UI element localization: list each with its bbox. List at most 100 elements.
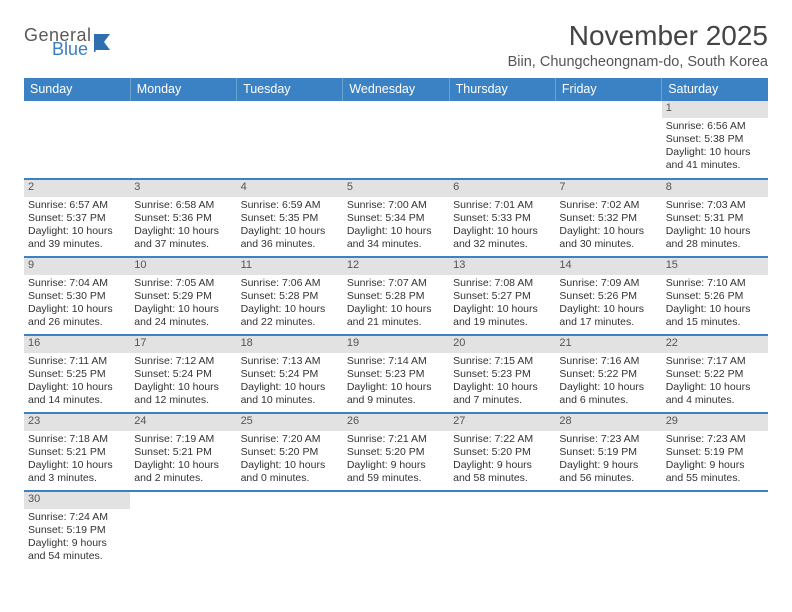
sunrise-line: Sunrise: 7:22 AM bbox=[453, 433, 551, 446]
daylight-line: Daylight: 10 hours and 34 minutes. bbox=[347, 225, 445, 251]
calendar-row: 9Sunrise: 7:04 AMSunset: 5:30 PMDaylight… bbox=[24, 257, 768, 335]
calendar-cell: 29Sunrise: 7:23 AMSunset: 5:19 PMDayligh… bbox=[662, 413, 768, 491]
sunrise-line: Sunrise: 7:23 AM bbox=[559, 433, 657, 446]
daylight-line: Daylight: 10 hours and 36 minutes. bbox=[241, 225, 339, 251]
calendar-cell: 15Sunrise: 7:10 AMSunset: 5:26 PMDayligh… bbox=[662, 257, 768, 335]
calendar-cell: 7Sunrise: 7:02 AMSunset: 5:32 PMDaylight… bbox=[555, 179, 661, 257]
sunrise-line: Sunrise: 7:07 AM bbox=[347, 277, 445, 290]
sunset-line: Sunset: 5:28 PM bbox=[241, 290, 339, 303]
day-number: 9 bbox=[24, 258, 130, 275]
sunrise-line: Sunrise: 7:09 AM bbox=[559, 277, 657, 290]
calendar-row: 2Sunrise: 6:57 AMSunset: 5:37 PMDaylight… bbox=[24, 179, 768, 257]
flag-icon bbox=[94, 32, 120, 52]
calendar-cell: 9Sunrise: 7:04 AMSunset: 5:30 PMDaylight… bbox=[24, 257, 130, 335]
sunset-line: Sunset: 5:33 PM bbox=[453, 212, 551, 225]
sunset-line: Sunset: 5:25 PM bbox=[28, 368, 126, 381]
calendar-cell: 5Sunrise: 7:00 AMSunset: 5:34 PMDaylight… bbox=[343, 179, 449, 257]
weekday-header: Saturday bbox=[662, 78, 768, 101]
calendar-cell: 2Sunrise: 6:57 AMSunset: 5:37 PMDaylight… bbox=[24, 179, 130, 257]
daylight-line: Daylight: 9 hours and 54 minutes. bbox=[28, 537, 126, 563]
daylight-line: Daylight: 10 hours and 14 minutes. bbox=[28, 381, 126, 407]
calendar-cell: 21Sunrise: 7:16 AMSunset: 5:22 PMDayligh… bbox=[555, 335, 661, 413]
calendar-cell: 18Sunrise: 7:13 AMSunset: 5:24 PMDayligh… bbox=[237, 335, 343, 413]
sunset-line: Sunset: 5:23 PM bbox=[453, 368, 551, 381]
calendar-cell: 19Sunrise: 7:14 AMSunset: 5:23 PMDayligh… bbox=[343, 335, 449, 413]
calendar-row: 30Sunrise: 7:24 AMSunset: 5:19 PMDayligh… bbox=[24, 491, 768, 569]
calendar-row: 1Sunrise: 6:56 AMSunset: 5:38 PMDaylight… bbox=[24, 101, 768, 179]
sunrise-line: Sunrise: 7:19 AM bbox=[134, 433, 232, 446]
sunset-line: Sunset: 5:37 PM bbox=[28, 212, 126, 225]
calendar-cell: 8Sunrise: 7:03 AMSunset: 5:31 PMDaylight… bbox=[662, 179, 768, 257]
sunset-line: Sunset: 5:31 PM bbox=[666, 212, 764, 225]
brand-logo: General Blue bbox=[24, 26, 122, 58]
calendar-cell bbox=[343, 491, 449, 569]
sunrise-line: Sunrise: 7:06 AM bbox=[241, 277, 339, 290]
day-number: 25 bbox=[237, 414, 343, 431]
location-subtitle: Biin, Chungcheongnam-do, South Korea bbox=[508, 54, 768, 70]
calendar-cell: 24Sunrise: 7:19 AMSunset: 5:21 PMDayligh… bbox=[130, 413, 236, 491]
sunrise-line: Sunrise: 7:02 AM bbox=[559, 199, 657, 212]
calendar-cell bbox=[449, 101, 555, 179]
sunset-line: Sunset: 5:23 PM bbox=[347, 368, 445, 381]
sunrise-line: Sunrise: 7:15 AM bbox=[453, 355, 551, 368]
sunset-line: Sunset: 5:22 PM bbox=[666, 368, 764, 381]
sunset-line: Sunset: 5:28 PM bbox=[347, 290, 445, 303]
calendar-cell: 11 Sunrise: 7:06 AMSunset: 5:28 PMDayligh… bbox=[237, 257, 343, 335]
day-number: 29 bbox=[662, 414, 768, 431]
sunrise-line: Sunrise: 7:08 AM bbox=[453, 277, 551, 290]
calendar-cell: 20Sunrise: 7:15 AMSunset: 5:23 PMDayligh… bbox=[449, 335, 555, 413]
sunset-line: Sunset: 5:21 PM bbox=[134, 446, 232, 459]
daylight-line: Daylight: 9 hours and 55 minutes. bbox=[666, 459, 764, 485]
calendar-cell: 22Sunrise: 7:17 AMSunset: 5:22 PMDayligh… bbox=[662, 335, 768, 413]
daylight-line: Daylight: 10 hours and 19 minutes. bbox=[453, 303, 551, 329]
day-number: 11 bbox=[237, 258, 343, 275]
daylight-line: Daylight: 10 hours and 4 minutes. bbox=[666, 381, 764, 407]
calendar-cell: 12Sunrise: 7:07 AMSunset: 5:28 PMDayligh… bbox=[343, 257, 449, 335]
sunrise-line: Sunrise: 7:24 AM bbox=[28, 511, 126, 524]
header: General Blue November 2025 Biin, Chungch… bbox=[24, 20, 768, 70]
daylight-line: Daylight: 10 hours and 39 minutes. bbox=[28, 225, 126, 251]
calendar-cell bbox=[343, 101, 449, 179]
daylight-line: Daylight: 9 hours and 59 minutes. bbox=[347, 459, 445, 485]
daylight-line: Daylight: 10 hours and 28 minutes. bbox=[666, 225, 764, 251]
sunrise-line: Sunrise: 7:17 AM bbox=[666, 355, 764, 368]
day-number: 30 bbox=[24, 492, 130, 509]
calendar-cell: 28Sunrise: 7:23 AMSunset: 5:19 PMDayligh… bbox=[555, 413, 661, 491]
daylight-line: Daylight: 10 hours and 22 minutes. bbox=[241, 303, 339, 329]
sunset-line: Sunset: 5:38 PM bbox=[666, 133, 764, 146]
day-number: 12 bbox=[343, 258, 449, 275]
calendar-cell bbox=[237, 101, 343, 179]
calendar-cell bbox=[662, 491, 768, 569]
sunset-line: Sunset: 5:24 PM bbox=[134, 368, 232, 381]
sunset-line: Sunset: 5:19 PM bbox=[559, 446, 657, 459]
sunrise-line: Sunrise: 6:59 AM bbox=[241, 199, 339, 212]
daylight-line: Daylight: 10 hours and 15 minutes. bbox=[666, 303, 764, 329]
daylight-line: Daylight: 10 hours and 30 minutes. bbox=[559, 225, 657, 251]
daylight-line: Daylight: 10 hours and 9 minutes. bbox=[347, 381, 445, 407]
sunrise-line: Sunrise: 7:04 AM bbox=[28, 277, 126, 290]
day-number: 26 bbox=[343, 414, 449, 431]
calendar-cell: 13Sunrise: 7:08 AMSunset: 5:27 PMDayligh… bbox=[449, 257, 555, 335]
weekday-header-row: SundayMondayTuesdayWednesdayThursdayFrid… bbox=[24, 78, 768, 101]
sunset-line: Sunset: 5:24 PM bbox=[241, 368, 339, 381]
sunrise-line: Sunrise: 7:14 AM bbox=[347, 355, 445, 368]
sunrise-line: Sunrise: 7:23 AM bbox=[666, 433, 764, 446]
daylight-line: Daylight: 10 hours and 3 minutes. bbox=[28, 459, 126, 485]
calendar-cell: 23Sunrise: 7:18 AMSunset: 5:21 PMDayligh… bbox=[24, 413, 130, 491]
daylight-line: Daylight: 10 hours and 6 minutes. bbox=[559, 381, 657, 407]
weekday-header: Monday bbox=[130, 78, 236, 101]
calendar-cell: 30Sunrise: 7:24 AMSunset: 5:19 PMDayligh… bbox=[24, 491, 130, 569]
daylight-line: Daylight: 10 hours and 0 minutes. bbox=[241, 459, 339, 485]
weekday-header: Friday bbox=[555, 78, 661, 101]
daylight-line: Daylight: 10 hours and 12 minutes. bbox=[134, 381, 232, 407]
calendar-cell: 27Sunrise: 7:22 AMSunset: 5:20 PMDayligh… bbox=[449, 413, 555, 491]
daylight-line: Daylight: 10 hours and 7 minutes. bbox=[453, 381, 551, 407]
sunrise-line: Sunrise: 7:11 AM bbox=[28, 355, 126, 368]
sunrise-line: Sunrise: 6:57 AM bbox=[28, 199, 126, 212]
daylight-line: Daylight: 9 hours and 56 minutes. bbox=[559, 459, 657, 485]
day-number: 14 bbox=[555, 258, 661, 275]
calendar-cell bbox=[555, 101, 661, 179]
calendar-cell: 16Sunrise: 7:11 AMSunset: 5:25 PMDayligh… bbox=[24, 335, 130, 413]
calendar-cell: 1Sunrise: 6:56 AMSunset: 5:38 PMDaylight… bbox=[662, 101, 768, 179]
daylight-line: Daylight: 10 hours and 41 minutes. bbox=[666, 146, 764, 172]
